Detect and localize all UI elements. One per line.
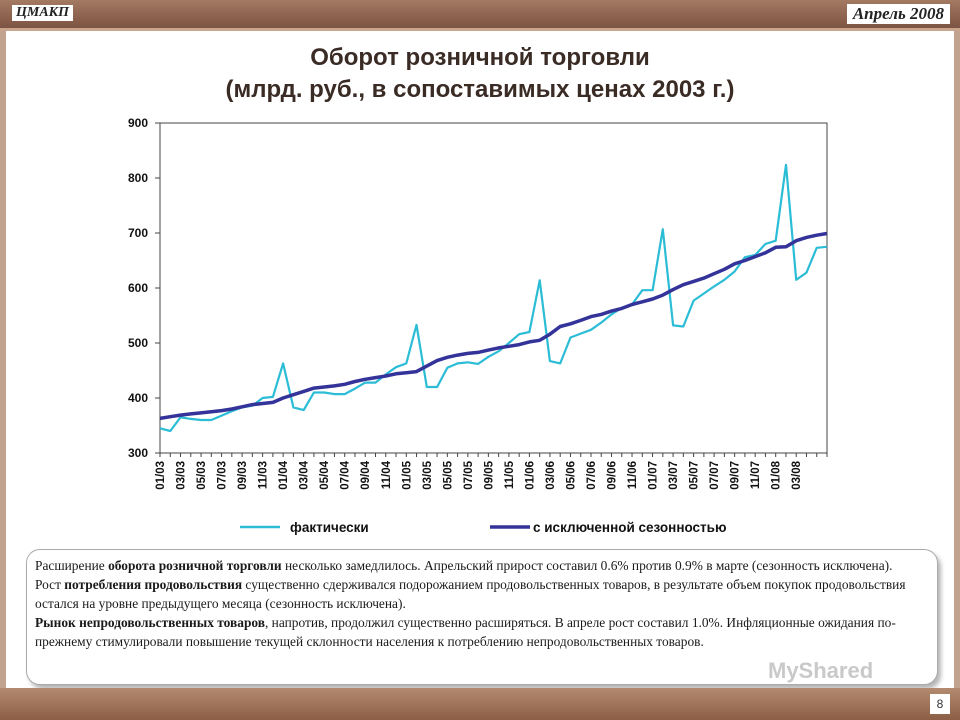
x-tick-label: 05/07 <box>689 461 701 490</box>
commentary-bold-3: Рынок непродовольственных товаров <box>35 615 265 630</box>
commentary-bold-2: потребления продовольствия <box>64 577 243 592</box>
x-tick-label: 03/05 <box>422 460 434 489</box>
x-tick-label: 07/05 <box>463 460 475 489</box>
commentary-part-2: несколько замедлилось. Апрельский прирос… <box>35 558 893 592</box>
x-tick-label: 03/04 <box>299 460 311 489</box>
x-tick-label: 07/03 <box>217 461 229 490</box>
commentary-text: Расширение оборота розничной торговли не… <box>35 556 915 651</box>
x-tick-label: 01/05 <box>401 460 413 489</box>
y-tick-label: 300 <box>128 446 148 460</box>
x-tick-label: 03/08 <box>791 460 803 489</box>
y-tick-label: 900 <box>128 116 148 130</box>
brand-label: ЦМАКП <box>12 5 74 21</box>
series-line <box>159 163 828 433</box>
x-tick-label: 07/06 <box>586 461 598 490</box>
series-line <box>159 231 828 421</box>
y-tick-label: 400 <box>128 391 148 405</box>
y-tick-label: 700 <box>128 226 148 240</box>
commentary-box: Расширение оборота розничной торговли не… <box>26 549 938 685</box>
page-number: 8 <box>930 694 950 714</box>
x-tick-label: 11/07 <box>750 461 762 489</box>
x-tick-label: 01/06 <box>524 461 536 490</box>
x-tick-label: 11/03 <box>258 461 270 489</box>
x-tick-label: 01/08 <box>771 460 783 489</box>
date-label: Апрель 2008 <box>846 4 950 24</box>
x-tick-label: 09/05 <box>483 460 495 489</box>
y-tick-label: 800 <box>128 171 148 185</box>
commentary-part-3: существенно сдерживался подорожанием про… <box>35 577 906 611</box>
x-tick-label: 11/04 <box>381 460 393 489</box>
watermark-logo: MyShared <box>768 658 874 683</box>
frame-right <box>954 31 960 691</box>
x-tick-label: 11/05 <box>504 460 516 489</box>
x-tick-label: 05/06 <box>565 461 577 490</box>
legend-label: фактически <box>290 520 369 535</box>
x-tick-label: 07/07 <box>709 461 721 490</box>
x-tick-label: 05/03 <box>196 461 208 490</box>
x-tick-label: 01/07 <box>648 461 660 490</box>
chart-title: Оборот розничной торговли <box>310 44 650 71</box>
header-band: ЦМАКП Апрель 2008 <box>0 0 960 28</box>
y-tick-label: 500 <box>128 336 148 350</box>
x-tick-label: 03/07 <box>668 461 680 490</box>
x-tick-label: 01/03 <box>155 461 167 490</box>
x-tick-label: 11/06 <box>627 461 639 489</box>
x-tick-label: 07/04 <box>340 460 352 489</box>
x-tick-label: 03/03 <box>176 461 188 490</box>
commentary-part-4: , напротив, продолжил существенно расшир… <box>35 615 896 649</box>
x-tick-label: 09/06 <box>607 461 619 490</box>
commentary-part-1: Расширение <box>35 558 109 573</box>
x-tick-label: 05/04 <box>319 460 331 489</box>
x-tick-label: 09/03 <box>237 461 249 490</box>
line-chart: 300 400 500 600 700 800 900 01/03 03/03 05/03 07/0… <box>128 116 828 535</box>
x-tick-label: 09/07 <box>730 461 742 490</box>
x-tick-label: 09/04 <box>360 460 372 489</box>
x-tick-label: 05/05 <box>442 460 454 489</box>
x-tick-label: 01/04 <box>278 460 290 489</box>
frame-left <box>0 31 6 691</box>
legend-label: с исключенной сезонностью <box>533 520 727 535</box>
footer-band: 8 <box>0 688 960 720</box>
chart-subtitle: (млрд. руб., в сопоставимых ценах 2003 г… <box>225 76 735 103</box>
x-tick-label: 03/06 <box>545 461 557 490</box>
header-underline <box>0 28 960 31</box>
y-tick-label: 600 <box>128 281 148 295</box>
commentary-bold-1: оборота розничной торговли <box>108 558 282 573</box>
